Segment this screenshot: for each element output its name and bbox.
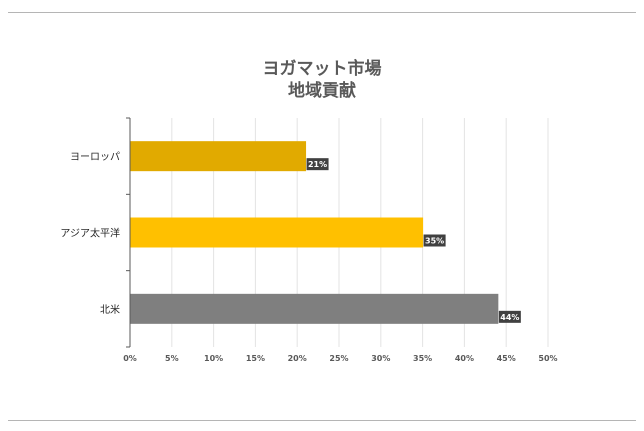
x-tick-label: 50% — [538, 354, 557, 363]
x-tick-label: 35% — [413, 354, 432, 363]
data-label: 35% — [425, 237, 444, 246]
data-label: 44% — [500, 313, 519, 322]
data-label-box — [423, 234, 446, 247]
x-tick-label: 0% — [123, 354, 137, 363]
x-tick-label: 5% — [165, 354, 179, 363]
bar — [130, 293, 499, 324]
bottom-divider — [8, 420, 636, 421]
x-tick-label: 15% — [246, 354, 265, 363]
data-label: 21% — [308, 160, 327, 169]
x-tick-label: 10% — [204, 354, 223, 363]
data-label-box — [306, 158, 329, 171]
chart-title-line-1: ヨガマット市場 — [262, 59, 382, 79]
bar — [130, 217, 424, 248]
x-tick-label: 45% — [497, 354, 516, 363]
top-divider — [8, 12, 636, 13]
x-tick-label: 30% — [371, 354, 390, 363]
x-tick-label: 40% — [455, 354, 474, 363]
bar — [130, 141, 307, 172]
category-label: ヨーロッパ — [70, 151, 120, 163]
x-tick-label: 25% — [329, 354, 348, 363]
data-label-box — [498, 310, 521, 323]
chart-title-line-2: 地域貢献 — [288, 81, 356, 101]
category-label: アジア太平洋 — [60, 227, 120, 240]
x-tick-label: 20% — [288, 354, 307, 363]
category-label: 北米 — [100, 303, 120, 316]
